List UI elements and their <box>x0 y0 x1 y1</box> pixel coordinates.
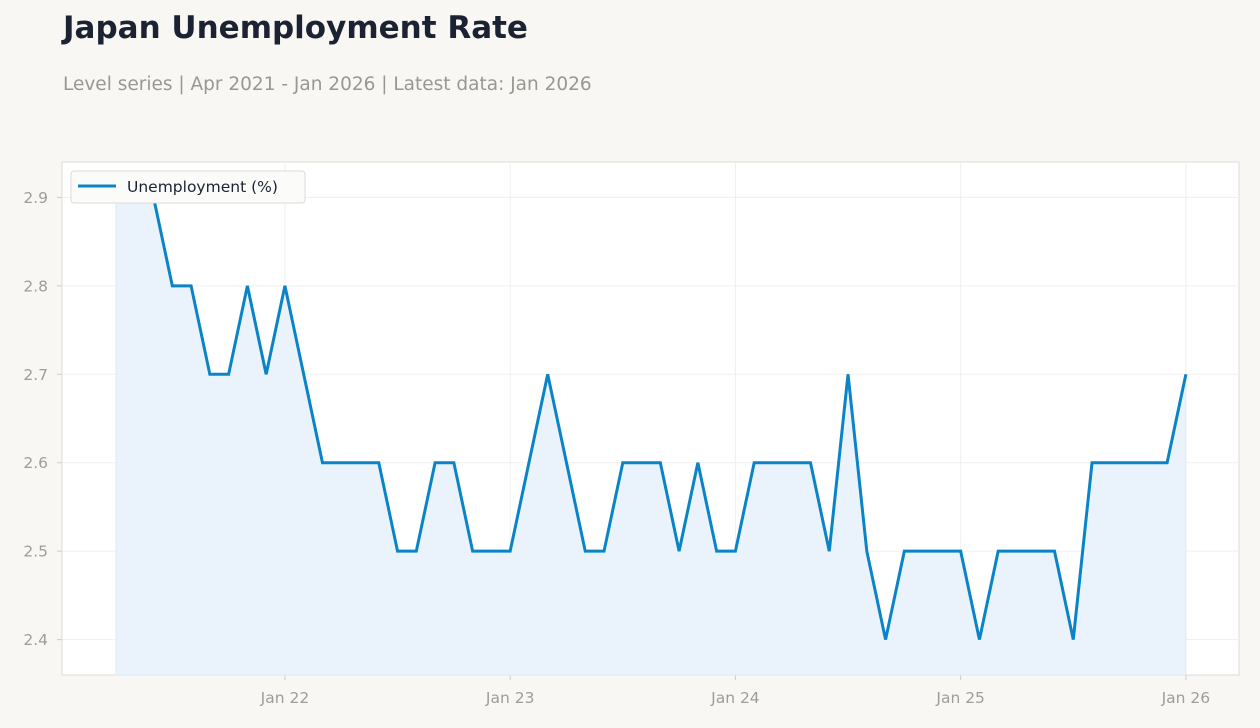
y-tick-label: 2.7 <box>23 366 48 384</box>
x-tick-label: Jan 26 <box>1161 689 1211 707</box>
y-tick-label: 2.9 <box>23 189 48 207</box>
x-tick-label: Jan 24 <box>710 689 760 707</box>
chart-title: Japan Unemployment Rate <box>63 10 528 46</box>
legend-box <box>70 170 306 204</box>
series-line <box>116 195 1188 640</box>
x-tick-label: Jan 23 <box>485 689 535 707</box>
y-tick-label: 2.6 <box>23 454 48 472</box>
legend-label: Unemployment (%) <box>127 178 278 196</box>
x-tick-label: Jan 22 <box>260 689 310 707</box>
legend: Unemployment (%) <box>70 170 306 204</box>
x-tick-label: Jan 25 <box>935 689 985 707</box>
y-tick-label: 2.4 <box>23 631 48 649</box>
y-tick-label: 2.8 <box>23 277 48 295</box>
chart-subtitle: Level series | Apr 2021 - Jan 2026 | Lat… <box>63 74 592 95</box>
y-tick-label: 2.5 <box>23 543 48 561</box>
